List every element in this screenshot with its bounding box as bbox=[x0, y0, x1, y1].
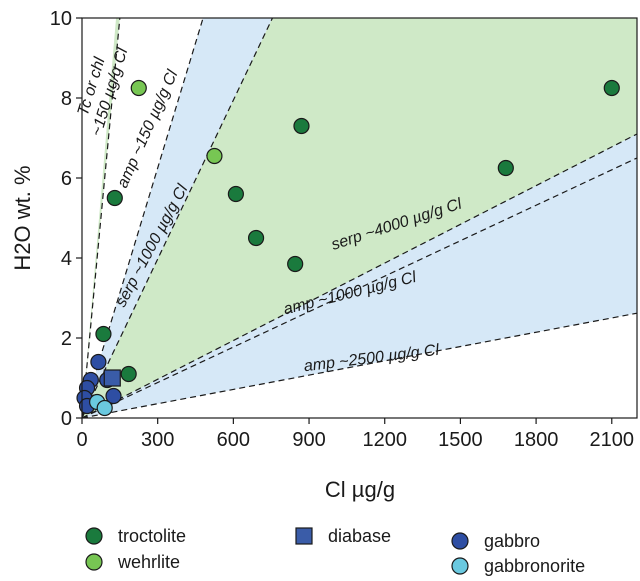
y-tick-label: 8 bbox=[61, 88, 72, 110]
troctolite-point bbox=[603, 79, 620, 97]
plot-frame bbox=[81, 17, 638, 419]
legend-marker-troctolite bbox=[85, 527, 103, 545]
data-points bbox=[76, 79, 620, 417]
reference-line-3 bbox=[82, 133, 637, 418]
x-tick-label: 900 bbox=[292, 429, 325, 451]
legend-marker-wehrlite bbox=[85, 553, 103, 571]
gabbro-point bbox=[90, 353, 107, 371]
troctolite-point bbox=[106, 189, 123, 207]
legend-marker-diabase bbox=[295, 527, 313, 545]
legend-marker-gabbronorite bbox=[451, 557, 469, 575]
diabase-point bbox=[103, 369, 121, 387]
x-tick-label: 600 bbox=[217, 429, 250, 451]
y-tick-label: 10 bbox=[50, 8, 72, 30]
legend-label-troctolite: troctolite bbox=[118, 526, 186, 546]
reference-lines bbox=[82, 18, 637, 418]
y-tick-label: 4 bbox=[61, 248, 72, 270]
legend-label-wehrlite: wehrlite bbox=[117, 552, 180, 572]
troctolite-point bbox=[287, 255, 304, 273]
legend: troctolite wehrlite diabase gabbro gabbronor… bbox=[85, 526, 585, 576]
gabbro-point bbox=[105, 387, 122, 405]
reference-line-2 bbox=[82, 18, 274, 418]
wehrlite-point bbox=[130, 79, 147, 97]
axes: 0 300 600 900 1200 1500 1800 2100 0 2 4 6 8 10 bbox=[50, 8, 638, 451]
x-tick-label: 1800 bbox=[514, 429, 559, 451]
reference-line-label-0: Tc or chl~150 µg/g Cl bbox=[70, 40, 131, 138]
legend-label-gabbronorite: gabbronorite bbox=[484, 556, 585, 576]
x-tick-label: 0 bbox=[76, 429, 87, 451]
gabbronorite-point bbox=[96, 399, 113, 417]
troctolite-point bbox=[120, 365, 137, 383]
reference-line-0 bbox=[82, 18, 121, 418]
shaded-region-2 bbox=[82, 18, 637, 418]
legend-marker-gabbro bbox=[451, 532, 469, 550]
troctolite-point bbox=[227, 185, 244, 203]
wehrlite-point bbox=[206, 147, 223, 165]
legend-label-gabbro: gabbro bbox=[484, 531, 540, 551]
troctolite-point bbox=[247, 229, 265, 247]
x-tick-label: 300 bbox=[141, 429, 174, 451]
y-axis-title: H2O wt. % bbox=[10, 165, 35, 270]
x-tick-label: 1200 bbox=[362, 429, 407, 451]
x-tick-label: 2100 bbox=[590, 429, 635, 451]
troctolite-point bbox=[497, 159, 514, 177]
troctolite-point bbox=[293, 117, 310, 135]
legend-label-diabase: diabase bbox=[328, 526, 391, 546]
reference-line-4 bbox=[82, 157, 637, 418]
y-tick-label: 0 bbox=[61, 408, 72, 430]
troctolite-point bbox=[95, 325, 112, 343]
x-tick-label: 1500 bbox=[438, 429, 483, 451]
y-tick-label: 6 bbox=[61, 168, 72, 190]
y-tick-label: 2 bbox=[61, 328, 72, 350]
reference-line-5 bbox=[82, 312, 637, 418]
x-axis-title: Cl µg/g bbox=[325, 477, 395, 502]
